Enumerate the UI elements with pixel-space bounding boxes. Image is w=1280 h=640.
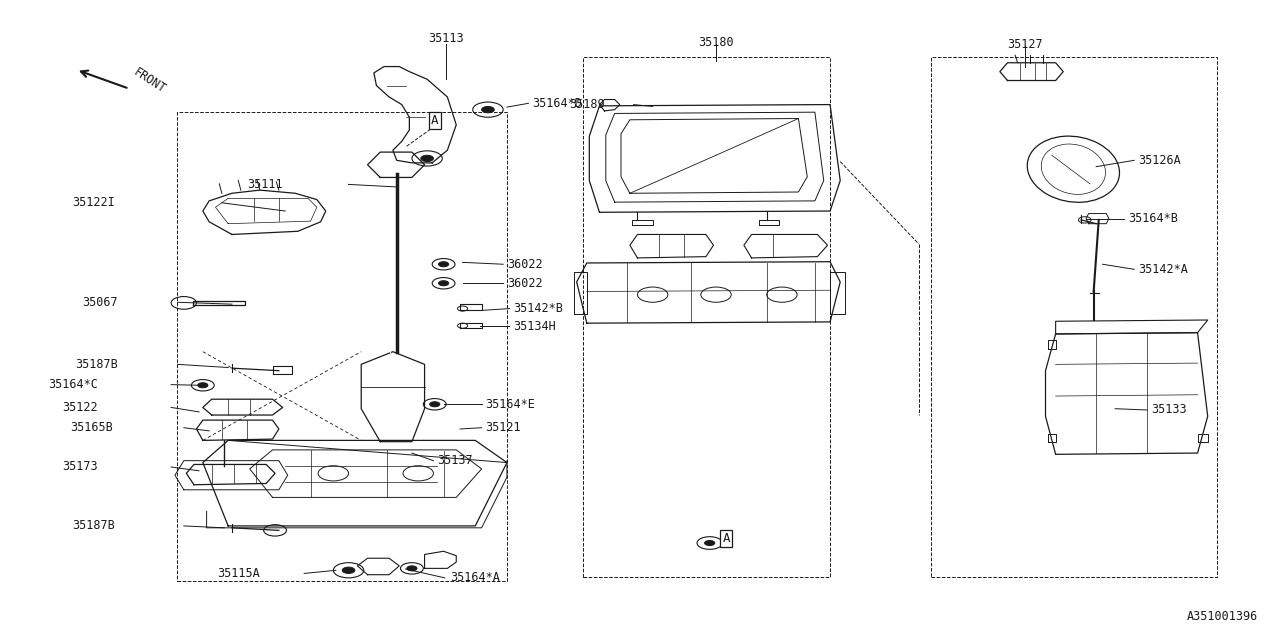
Text: 35164*B: 35164*B [1128, 212, 1178, 225]
Text: 35165B: 35165B [70, 421, 113, 434]
Circle shape [439, 281, 449, 286]
Text: 35122: 35122 [61, 401, 97, 414]
Text: 35137: 35137 [438, 454, 472, 467]
Text: 35164*A: 35164*A [449, 572, 499, 584]
Circle shape [430, 402, 440, 407]
Circle shape [197, 383, 207, 388]
Text: 35126A: 35126A [1138, 154, 1180, 167]
Text: 35122I: 35122I [73, 196, 115, 209]
Text: 35180: 35180 [698, 36, 733, 49]
Text: 35164*D: 35164*D [532, 97, 582, 110]
Text: 35133: 35133 [1151, 403, 1187, 417]
Text: 35067: 35067 [82, 296, 118, 308]
Text: A: A [722, 532, 730, 545]
Circle shape [704, 541, 714, 545]
Text: 36022: 36022 [507, 258, 543, 271]
Text: 35142*A: 35142*A [1138, 263, 1188, 276]
Circle shape [407, 566, 417, 571]
Text: FRONT: FRONT [131, 65, 168, 95]
Circle shape [439, 262, 449, 267]
Text: 35115A: 35115A [218, 567, 260, 580]
Circle shape [342, 567, 355, 573]
Text: A: A [431, 114, 439, 127]
Circle shape [421, 156, 434, 162]
Text: 35187B: 35187B [76, 358, 118, 371]
Text: 35127: 35127 [1007, 38, 1043, 51]
Text: 35142*B: 35142*B [513, 302, 563, 315]
Text: 35173: 35173 [61, 461, 97, 474]
Text: A351001396: A351001396 [1187, 610, 1258, 623]
Text: 35113: 35113 [429, 31, 463, 45]
Text: 35134H: 35134H [513, 320, 556, 333]
Circle shape [481, 106, 494, 113]
Text: 36022: 36022 [507, 276, 543, 290]
Text: 35111: 35111 [247, 178, 283, 191]
Text: 35164*E: 35164*E [485, 398, 535, 411]
Text: 35189: 35189 [568, 98, 604, 111]
Text: 35164*C: 35164*C [47, 378, 97, 391]
Text: 35121: 35121 [485, 421, 521, 434]
Text: 35187B: 35187B [73, 520, 115, 532]
